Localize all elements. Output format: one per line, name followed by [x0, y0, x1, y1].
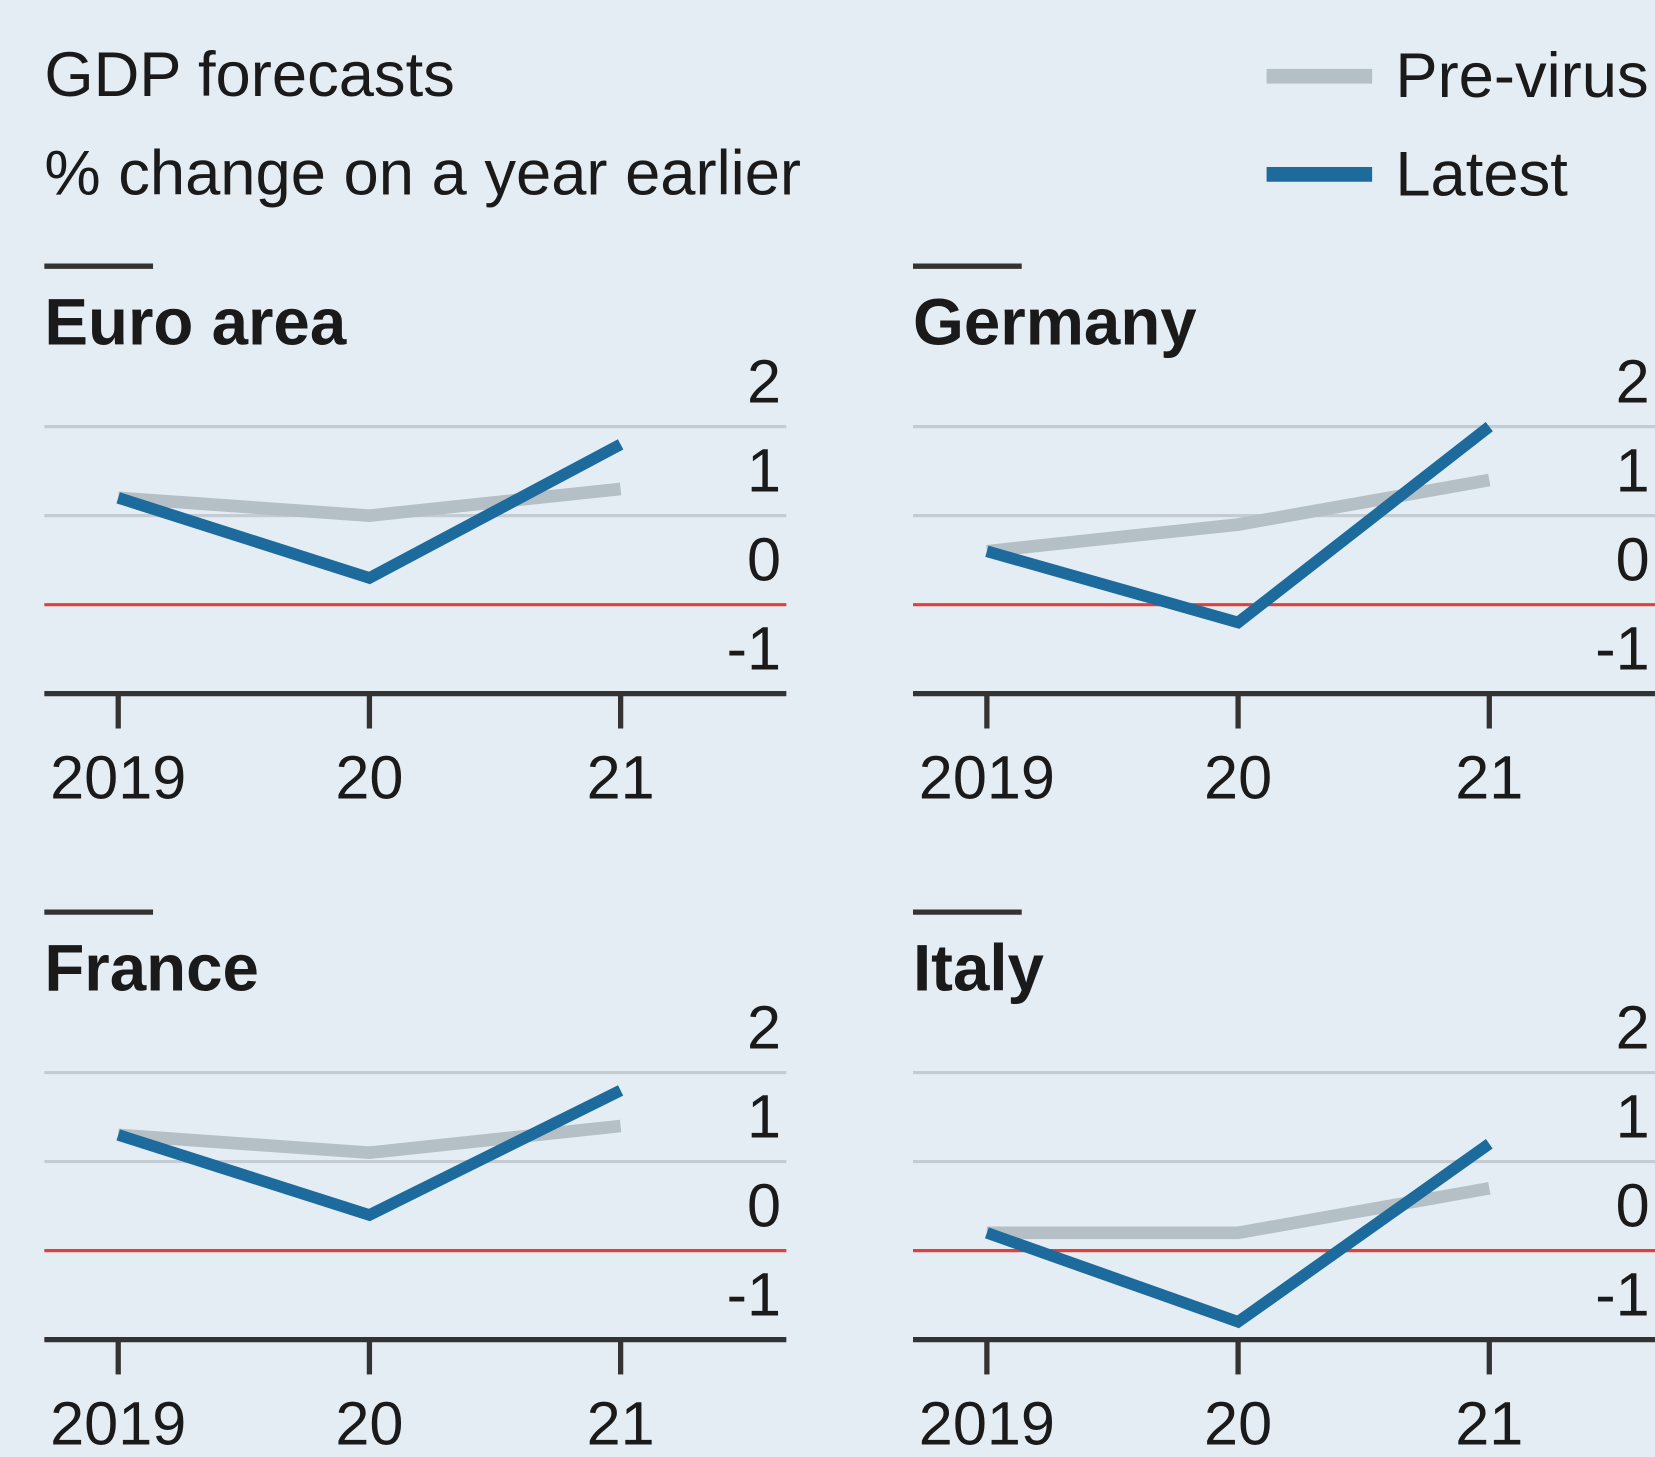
panel-title: Italy	[913, 932, 1045, 1005]
x-tick-label: 2019	[919, 1389, 1055, 1457]
y-tick-label: 0	[1616, 526, 1650, 594]
panel-title: France	[44, 932, 259, 1005]
y-tick-label: 2	[747, 348, 781, 416]
y-tick-label: -1	[727, 1261, 781, 1329]
x-tick-label: 2019	[919, 744, 1055, 812]
y-tick-label: 1	[747, 1083, 781, 1151]
panel-title: Euro area	[44, 286, 346, 359]
y-tick-label: 1	[1616, 437, 1650, 505]
y-tick-label: 2	[1616, 994, 1650, 1062]
x-tick-label: 21	[587, 1389, 655, 1457]
legend-label: Latest	[1395, 139, 1568, 209]
panel-title: Germany	[913, 286, 1197, 359]
series-line	[985, 422, 1493, 629]
y-tick-label: -1	[1595, 615, 1649, 683]
y-tick-label: 0	[1616, 1172, 1650, 1240]
title: GDP forecasts	[44, 40, 455, 110]
y-tick-label: -1	[727, 615, 781, 683]
x-tick-label: 20	[1204, 1389, 1272, 1457]
y-tick-label: 0	[747, 1172, 781, 1240]
series-line	[116, 1085, 624, 1222]
y-tick-label: 0	[747, 526, 781, 594]
x-tick-label: 2019	[50, 744, 186, 812]
x-tick-label: 20	[335, 744, 403, 812]
legend-label: Pre-virus	[1395, 41, 1648, 111]
y-tick-label: 1	[1616, 1083, 1650, 1151]
x-tick-label: 21	[587, 744, 655, 812]
y-tick-label: 2	[1616, 348, 1650, 416]
x-tick-label: 21	[1455, 744, 1523, 812]
x-tick-label: 20	[1204, 744, 1272, 812]
y-tick-label: -1	[1595, 1261, 1649, 1329]
x-tick-label: 21	[1455, 1389, 1523, 1457]
x-tick-label: 2019	[50, 1389, 186, 1457]
series-line	[117, 482, 622, 523]
x-tick-label: 20	[335, 1389, 403, 1457]
series-line	[116, 439, 624, 585]
subtitle: % change on a year earlier	[44, 138, 801, 208]
y-tick-label: 1	[747, 437, 781, 505]
y-tick-label: 2	[747, 994, 781, 1062]
series-line	[984, 1139, 1493, 1329]
